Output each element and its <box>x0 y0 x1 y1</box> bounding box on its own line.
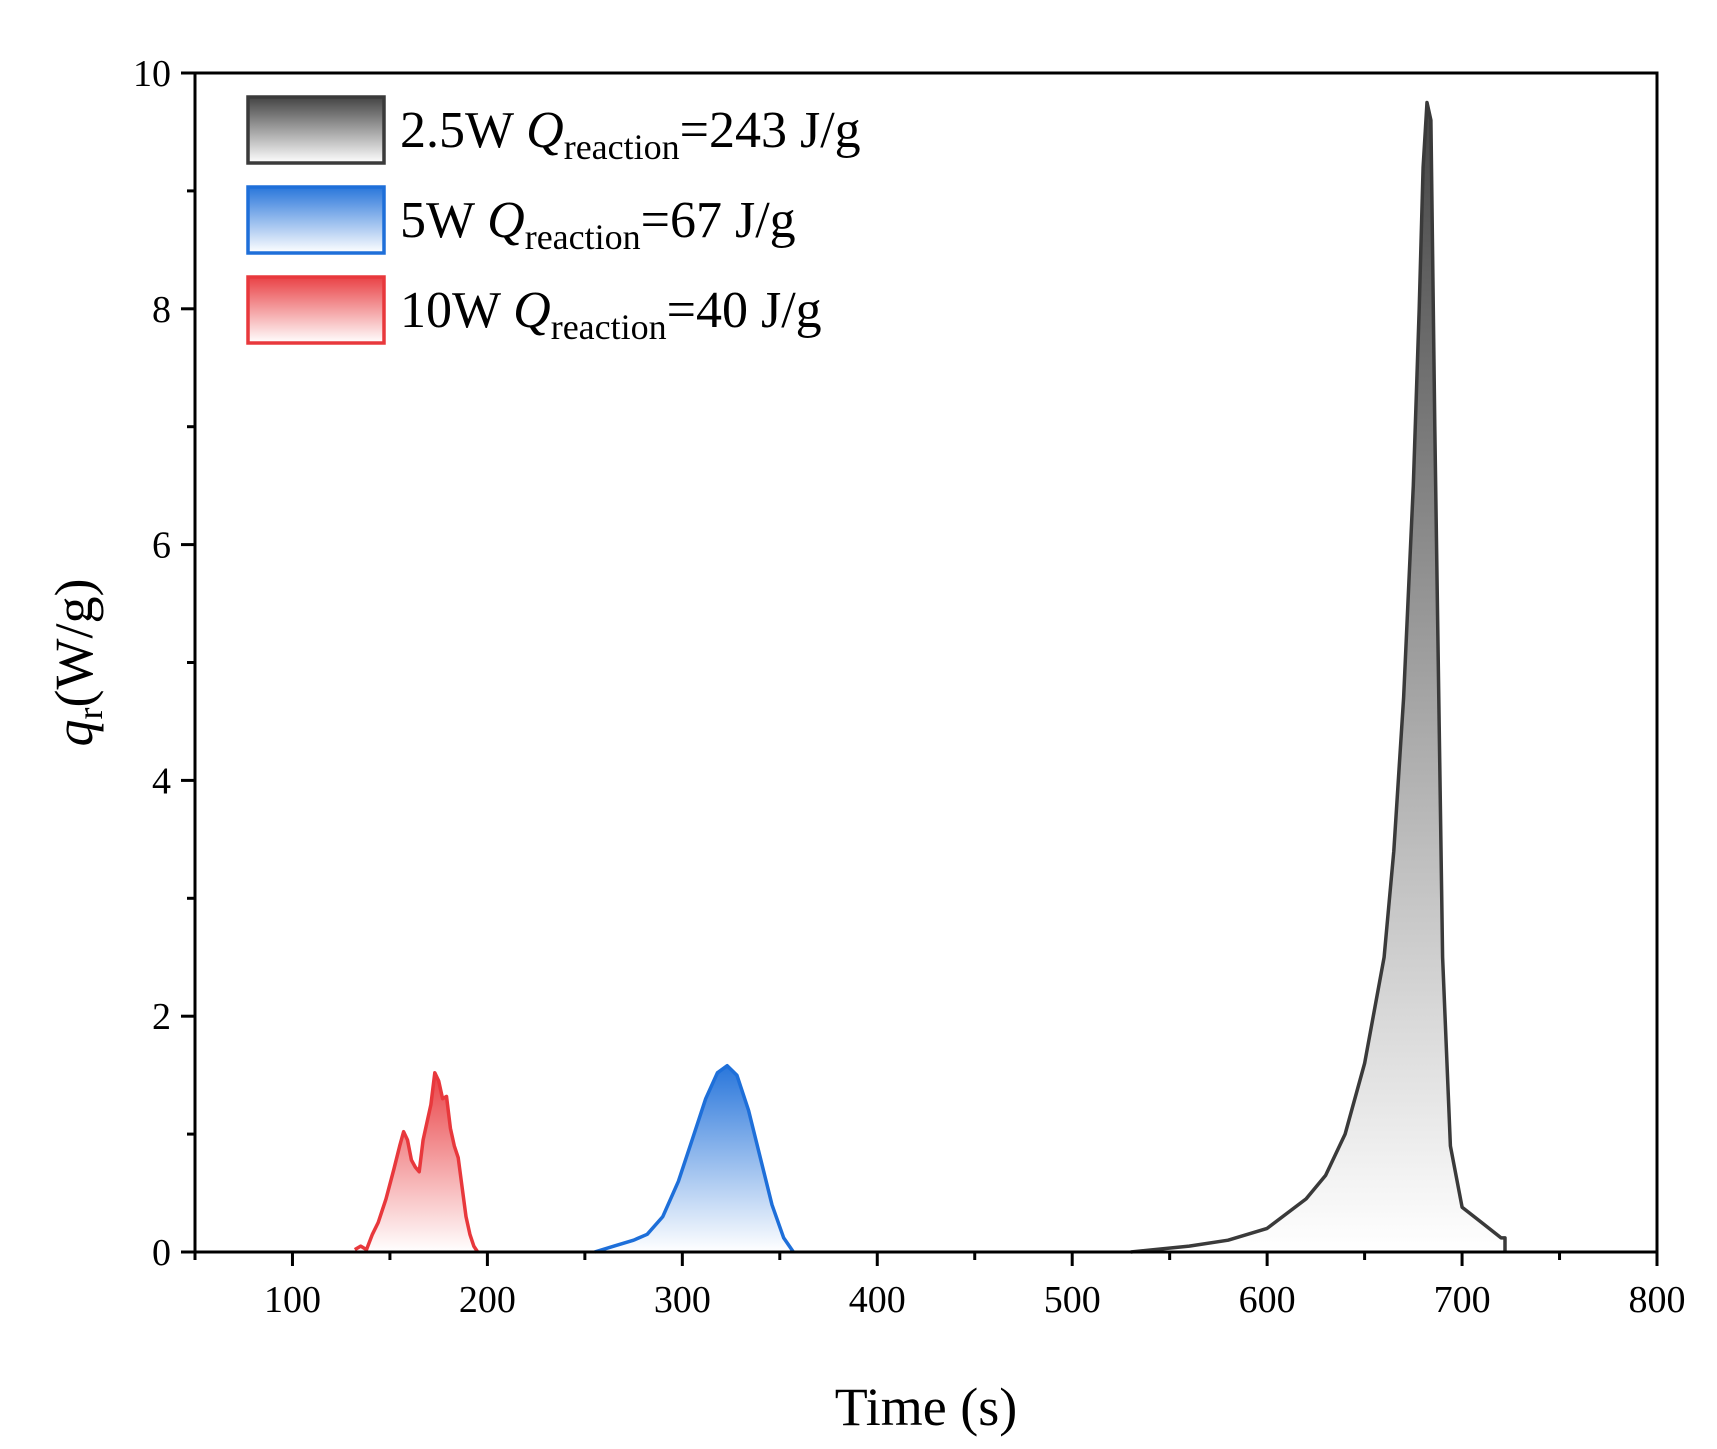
legend-q-symbol: Q <box>513 282 551 339</box>
series-line-2 <box>353 1071 480 1253</box>
legend-subscript: reaction <box>525 217 641 257</box>
x-tick-label: 500 <box>1044 1279 1101 1321</box>
x-tick-label: 100 <box>264 1279 321 1321</box>
legend-suffix: =67 J/g <box>641 192 796 249</box>
y-axis-label-symbol: q <box>44 719 104 746</box>
legend-q-symbol: Q <box>526 102 564 159</box>
series-layer <box>353 100 1507 1254</box>
legend-prefix: 2.5W <box>400 102 526 159</box>
x-tick-label: 300 <box>654 1279 711 1321</box>
y-axis-label: qr(W/g) <box>44 579 110 747</box>
legend-subscript: reaction <box>564 127 680 167</box>
x-tick-label: 200 <box>459 1279 516 1321</box>
legend-q-symbol: Q <box>487 192 525 249</box>
legend-label-2.5w: 2.5W Qreaction=243 J/g <box>400 102 861 167</box>
legend-swatch-2.5w <box>246 95 386 165</box>
legend-entry-1: 5W Qreaction=67 J/g <box>246 185 796 257</box>
legend-entry-0: 2.5W Qreaction=243 J/g <box>246 95 861 167</box>
legend-label-10w: 10W Qreaction=40 J/g <box>400 282 822 347</box>
y-tick-label: 4 <box>152 760 171 802</box>
x-tick-label: 700 <box>1434 1279 1491 1321</box>
legend-swatch-10w <box>246 275 386 345</box>
x-axis-label: Time (s) <box>835 1377 1018 1437</box>
ticks-layer <box>181 71 1659 1266</box>
series-area-0 <box>1130 102 1505 1252</box>
legend-subscript: reaction <box>551 307 667 347</box>
legend-prefix: 5W <box>400 192 487 249</box>
legend-suffix: =243 J/g <box>680 102 861 159</box>
series-area-2 <box>354 1072 478 1252</box>
y-tick-label: 8 <box>152 289 171 331</box>
series-line-0 <box>1130 100 1507 1254</box>
y-tick-label: 2 <box>152 996 171 1038</box>
series-area-1 <box>594 1065 794 1252</box>
y-tick-label: 6 <box>152 525 171 567</box>
tick-labels: 100 200 300 400 500 600 700 800 0 2 4 6 8 10 <box>133 53 1686 1321</box>
y-tick-label: 10 <box>133 53 171 95</box>
legend-suffix: =40 J/g <box>667 282 822 339</box>
y-tick-label: 0 <box>152 1232 171 1274</box>
x-tick-label: 600 <box>1239 1279 1296 1321</box>
y-axis-label-subscript: r <box>70 707 110 719</box>
x-tick-label: 800 <box>1629 1279 1686 1321</box>
legend: 2.5W Qreaction=243 J/g 5W Qreaction=67 J… <box>246 95 861 347</box>
x-tick-label: 400 <box>849 1279 906 1321</box>
legend-entry-2: 10W Qreaction=40 J/g <box>246 275 822 347</box>
y-axis-label-unit: (W/g) <box>44 579 104 708</box>
series-line-1 <box>594 1063 795 1254</box>
legend-swatch-5w <box>246 185 386 255</box>
legend-prefix: 10W <box>400 282 513 339</box>
legend-label-5w: 5W Qreaction=67 J/g <box>400 192 796 257</box>
